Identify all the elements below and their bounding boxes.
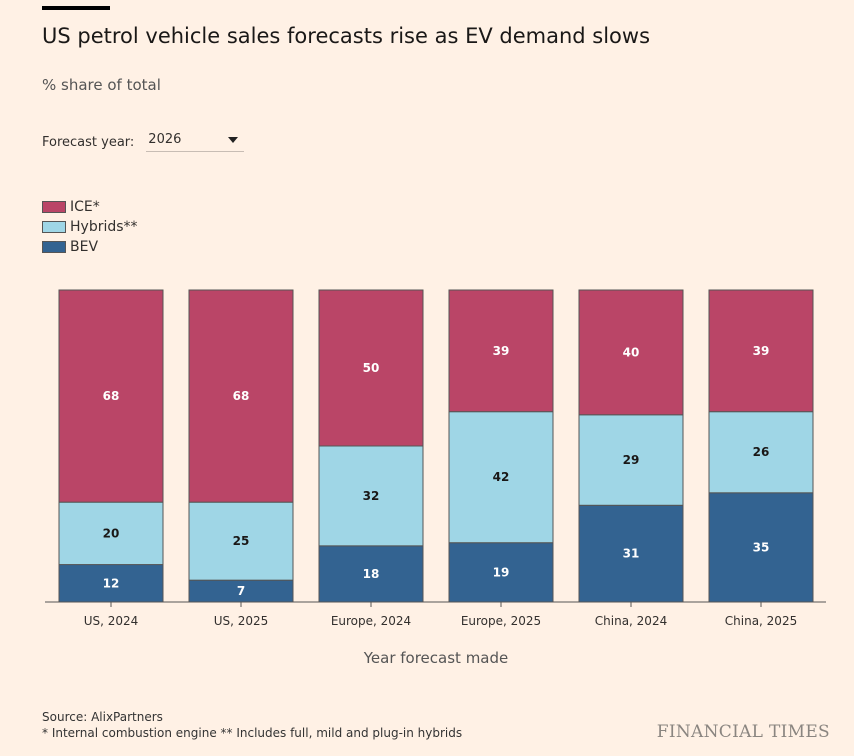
bar-segment-ice <box>188 289 294 503</box>
legend-swatch-ice <box>42 201 66 213</box>
data-label: 12 <box>103 576 120 590</box>
data-label: 20 <box>103 526 120 540</box>
source-note: Source: AlixPartners <box>42 710 163 724</box>
legend-label: ICE* <box>70 199 100 215</box>
forecast-year-label: Forecast year: <box>42 134 135 150</box>
x-tick-label: Europe, 2024 <box>331 614 411 628</box>
forecast-year-value: 2026 <box>148 132 182 147</box>
bar-segment-hybrids <box>708 411 814 494</box>
legend-item-bev: BEV <box>42 237 138 257</box>
bar-segment-hybrids <box>58 501 164 566</box>
footer: Source: AlixPartners * Internal combusti… <box>42 709 462 741</box>
data-label: 7 <box>237 584 245 598</box>
bar-segment-hybrids <box>448 411 554 544</box>
data-label: 68 <box>103 389 120 403</box>
stacked-bar-chart: 12 20 68 US, 2024 7 25 68 US, 2025 18 32 50 Europe,… <box>45 289 826 667</box>
bar-segment-bev <box>448 542 554 603</box>
data-label: 29 <box>623 453 640 467</box>
forecast-year-select[interactable]: 2026 <box>146 132 245 152</box>
x-axis-label: Year forecast made <box>363 649 509 667</box>
x-tick-label: China, 2025 <box>725 614 797 628</box>
data-label: 32 <box>363 489 380 503</box>
footnote: * Internal combustion engine ** Includes… <box>42 726 463 740</box>
data-label: 25 <box>233 534 250 548</box>
data-label: 39 <box>493 344 510 358</box>
legend-label: Hybrids** <box>70 219 138 235</box>
x-tick-label: US, 2025 <box>214 614 269 628</box>
bar-segment-ice <box>578 289 684 416</box>
bar-segment-ice <box>58 289 164 503</box>
bar-segment-bev <box>708 492 814 603</box>
chevron-down-icon <box>228 137 239 143</box>
legend-item-ice: ICE* <box>42 197 138 217</box>
legend: ICE* Hybrids** BEV <box>42 197 138 257</box>
data-label: 50 <box>363 361 380 375</box>
bar-segment-bev <box>58 564 164 603</box>
legend-swatch-bev <box>42 241 66 253</box>
bar-segment-ice <box>708 289 814 413</box>
legend-label: BEV <box>70 239 99 255</box>
bar-segment-ice <box>448 289 554 413</box>
bar-segment-hybrids <box>188 501 294 581</box>
ft-logo: FINANCIAL TIMES <box>656 722 830 742</box>
bar-segment-bev <box>578 504 684 603</box>
chart-title: US petrol vehicle sales forecasts rise a… <box>42 24 651 48</box>
legend-item-hybrids: Hybrids** <box>42 217 138 237</box>
data-label: 39 <box>753 344 770 358</box>
bar-segment-hybrids <box>318 445 424 547</box>
x-tick-label: China, 2024 <box>595 614 667 628</box>
data-label: 18 <box>363 567 380 581</box>
data-label: 19 <box>493 565 510 579</box>
data-label: 42 <box>493 470 510 484</box>
data-label: 31 <box>623 547 640 561</box>
data-label: 26 <box>753 445 770 459</box>
legend-swatch-hybrids <box>42 221 66 233</box>
x-tick-label: Europe, 2025 <box>461 614 541 628</box>
forecast-year-control: Forecast year: 2026 <box>42 132 245 152</box>
data-label: 68 <box>233 389 250 403</box>
bar-segment-hybrids <box>578 414 684 506</box>
data-label: 35 <box>753 540 770 554</box>
bar-segment-bev <box>318 545 424 603</box>
bar-segment-ice <box>318 289 424 447</box>
x-tick-label: US, 2024 <box>84 614 139 628</box>
data-label: 40 <box>623 345 640 359</box>
brand-bar <box>42 6 110 10</box>
chart-subtitle: % share of total <box>42 76 161 94</box>
